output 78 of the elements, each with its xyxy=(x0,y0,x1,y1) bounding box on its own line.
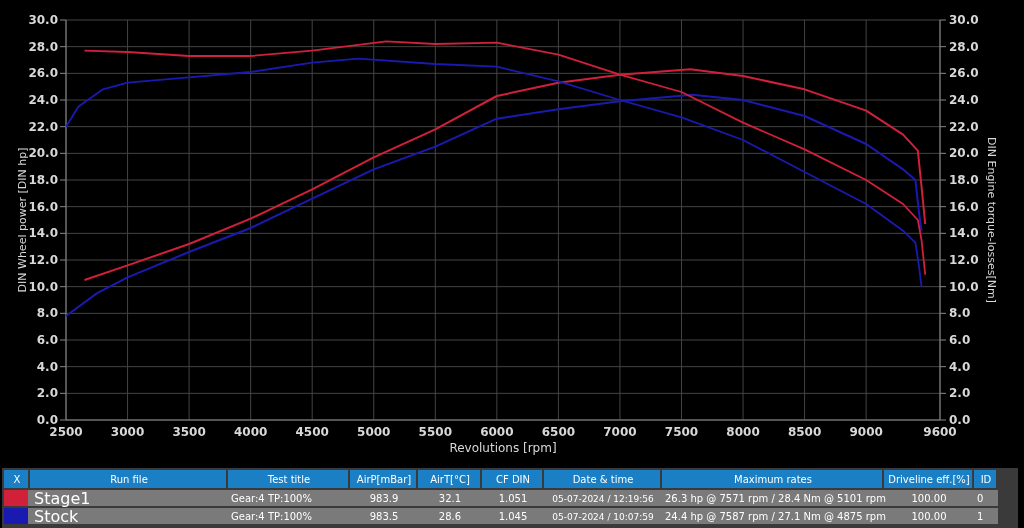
x-tick-label: 4500 xyxy=(295,425,329,439)
y-tick-label: 22.0 xyxy=(28,119,58,134)
text: 28.6 xyxy=(438,511,462,522)
text: 05-07-2024 / 12:19:56 xyxy=(552,494,655,504)
y2-tick-label: 24.0 xyxy=(949,93,979,107)
text: AirP[mBar] xyxy=(356,474,412,485)
y2-tick-label: 0.0 xyxy=(949,413,971,427)
y2-axis-title: DIN Engine torque-losses[Nm] xyxy=(985,137,998,303)
text: 1 xyxy=(977,511,984,522)
y-tick-label: 26.0 xyxy=(28,66,58,81)
x-tick-label: 7500 xyxy=(664,425,699,439)
x-tick-label: 6500 xyxy=(541,425,576,439)
y-tick-label: 2.0 xyxy=(36,386,58,401)
y2-tick-label: 18.0 xyxy=(949,173,979,187)
y2-tick-label: 22.0 xyxy=(949,119,979,134)
text: 24.4 hp @ 7587 rpm / 27.1 Nm @ 4875 rpm xyxy=(665,511,886,522)
y2-tick-label: 28.0 xyxy=(949,39,979,54)
y-tick-label: 30.0 xyxy=(28,13,58,27)
text: 1.045 xyxy=(498,511,528,522)
text: Test title xyxy=(266,474,311,485)
text: Gear:4 TP:100% xyxy=(231,511,312,522)
x-tick-label: 3000 xyxy=(110,425,145,439)
x-tick-label: 5000 xyxy=(357,425,391,439)
y2-tick-label: 12.0 xyxy=(949,253,979,267)
y-tick-label: 28.0 xyxy=(28,39,58,54)
text: 100.00 xyxy=(911,493,947,504)
y-tick-label: 24.0 xyxy=(28,93,58,107)
y2-tick-label: 16.0 xyxy=(949,199,979,214)
text: 0 xyxy=(977,493,984,504)
y-tick-label: 0.0 xyxy=(36,413,58,427)
y2-tick-label: 8.0 xyxy=(949,306,971,321)
y-tick-label: 4.0 xyxy=(36,359,58,374)
legend-label: Stock xyxy=(34,507,80,526)
text: CF DIN xyxy=(495,474,531,485)
text: ID xyxy=(980,474,992,485)
y2-tick-label: 30.0 xyxy=(949,13,979,27)
x-tick-label: 5500 xyxy=(418,425,452,439)
x-tick-label: 7000 xyxy=(603,425,637,439)
x-tick-label: 9000 xyxy=(849,425,883,439)
y-tick-label: 14.0 xyxy=(28,226,58,241)
y-tick-label: 12.0 xyxy=(28,253,58,267)
y-tick-label: 20.0 xyxy=(28,146,58,161)
text: 983.5 xyxy=(369,511,399,522)
x-tick-label: 9600 xyxy=(923,425,957,439)
text: 983.9 xyxy=(369,493,399,504)
legend-label: Stage1 xyxy=(34,489,91,508)
y2-tick-label: 10.0 xyxy=(949,279,979,294)
text: AirT[°C] xyxy=(430,474,470,485)
y2-tick-label: 26.0 xyxy=(949,66,979,81)
y-tick-label: 18.0 xyxy=(28,173,58,187)
x-tick-label: 2500 xyxy=(49,425,83,439)
text: 32.1 xyxy=(438,493,462,504)
x-tick-label: 3500 xyxy=(172,425,206,439)
x-axis-title: Revolutions [rpm] xyxy=(449,441,557,455)
x-tick-label: 4000 xyxy=(233,425,268,439)
y2-tick-label: 14.0 xyxy=(949,226,979,241)
y-tick-label: 8.0 xyxy=(36,306,58,321)
x-tick-label: 6000 xyxy=(480,425,514,439)
y2-tick-label: 4.0 xyxy=(949,359,971,374)
x-tick-label: 8000 xyxy=(726,425,760,439)
text: Gear:4 TP:100% xyxy=(231,493,312,504)
x-tick-label: 8500 xyxy=(787,425,822,439)
text: Driveline eff.[%] xyxy=(888,474,970,485)
text: Maximum rates xyxy=(734,474,812,485)
text: 1.051 xyxy=(498,493,528,504)
y2-tick-label: 20.0 xyxy=(949,146,979,161)
y-tick-label: 6.0 xyxy=(36,333,58,347)
y-tick-label: 10.0 xyxy=(28,279,58,294)
y2-tick-label: 2.0 xyxy=(949,386,971,401)
text: 05-07-2024 / 10:07:59 xyxy=(552,512,655,522)
text: 100.00 xyxy=(911,511,947,522)
y-axis-title: DIN Wheel power [DIN hp] xyxy=(16,147,29,293)
y-tick-label: 16.0 xyxy=(28,199,58,214)
y2-tick-label: 6.0 xyxy=(949,333,971,347)
text: X xyxy=(13,474,21,485)
text: 26.3 hp @ 7571 rpm / 28.4 Nm @ 5101 rpm xyxy=(665,493,886,504)
text: Date & time xyxy=(572,474,634,485)
text: Run file xyxy=(110,474,148,485)
